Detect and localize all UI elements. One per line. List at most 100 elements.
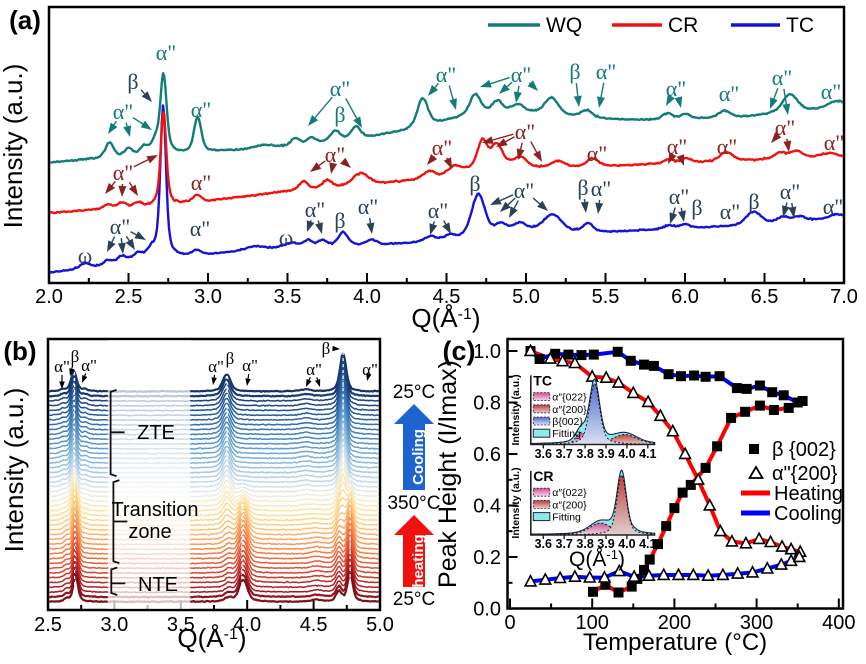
- svg-text:3.6: 3.6: [535, 447, 552, 461]
- svg-text:heating: heating: [410, 534, 427, 587]
- svg-text:α": α": [208, 357, 224, 376]
- svg-text:α": α": [780, 179, 801, 204]
- svg-text:Intensity (a.u.): Intensity (a.u.): [0, 388, 29, 553]
- svg-text:4.0: 4.0: [618, 537, 635, 551]
- svg-text:β: β: [334, 102, 345, 127]
- svg-text:β: β: [334, 208, 345, 233]
- svg-text:(c): (c): [443, 336, 476, 366]
- svg-text:β: β: [469, 171, 480, 196]
- svg-text:25°C: 25°C: [393, 589, 435, 610]
- svg-text:α": α": [191, 97, 212, 122]
- svg-text:β: β: [71, 347, 80, 366]
- svg-text:Transition: Transition: [111, 499, 198, 521]
- svg-text:α″{022}: α″{022}: [552, 392, 587, 404]
- svg-text:(a): (a): [9, 5, 41, 35]
- svg-text:300: 300: [740, 612, 773, 634]
- svg-text:α": α": [719, 81, 740, 106]
- svg-text:α": α": [667, 134, 688, 159]
- svg-text:α": α": [191, 170, 212, 195]
- svg-text:α″{022}: α″{022}: [552, 487, 587, 499]
- svg-text:Heating: Heating: [774, 483, 843, 505]
- svg-text:α″{200}: α″{200}: [552, 404, 587, 416]
- svg-text:1.0: 1.0: [473, 341, 501, 363]
- svg-text:α": α": [666, 76, 687, 101]
- svg-text:WQ: WQ: [546, 14, 582, 37]
- svg-text:Fitting: Fitting: [552, 428, 581, 440]
- svg-text:α": α": [190, 216, 211, 241]
- svg-text:4.1: 4.1: [639, 537, 656, 551]
- svg-text:7.0: 7.0: [830, 286, 858, 308]
- svg-text:α": α": [720, 199, 741, 224]
- svg-text:0.0: 0.0: [473, 599, 501, 621]
- svg-text:3.7: 3.7: [556, 537, 573, 551]
- svg-text:α": α": [775, 115, 796, 140]
- svg-text:NTE: NTE: [138, 574, 178, 596]
- svg-text:β{002}: β{002}: [552, 416, 583, 428]
- svg-text:4.5: 4.5: [433, 286, 461, 308]
- svg-text:3.9: 3.9: [597, 537, 614, 551]
- svg-text:α": α": [596, 59, 617, 84]
- svg-text:α": α": [81, 356, 97, 375]
- svg-text:3.5: 3.5: [274, 286, 302, 308]
- svg-text:4.1: 4.1: [639, 447, 656, 461]
- svg-text:4.0: 4.0: [233, 614, 261, 636]
- svg-text:α": α": [823, 194, 844, 219]
- svg-text:4.0: 4.0: [353, 286, 381, 308]
- svg-text:350°C: 350°C: [387, 493, 440, 514]
- svg-text:Intensity (a.u.): Intensity (a.u.): [510, 374, 522, 445]
- svg-text:α": α": [305, 197, 326, 222]
- svg-text:3.8: 3.8: [576, 537, 593, 551]
- svg-text:3.7: 3.7: [556, 447, 573, 461]
- svg-text:α": α": [436, 62, 457, 87]
- svg-text:Peak Height (I/Imax): Peak Height (I/Imax): [434, 360, 462, 588]
- svg-text:CR: CR: [668, 14, 698, 37]
- svg-text:α": α": [717, 134, 738, 159]
- svg-text:β: β: [569, 59, 580, 84]
- svg-text:β: β: [748, 189, 759, 214]
- svg-text:0.8: 0.8: [473, 393, 501, 415]
- svg-text:400: 400: [822, 612, 855, 634]
- svg-text:ZTE: ZTE: [137, 422, 175, 444]
- svg-text:α": α": [156, 40, 177, 65]
- svg-text:Q(Å-1): Q(Å-1): [411, 303, 480, 333]
- svg-text:β: β: [577, 175, 588, 200]
- svg-text:α": α": [515, 119, 536, 144]
- svg-text:α": α": [587, 141, 608, 166]
- svg-text:α": α": [242, 356, 258, 375]
- svg-text:(b): (b): [3, 336, 36, 366]
- svg-text:α″{200}: α″{200}: [552, 499, 587, 511]
- svg-text:2.0: 2.0: [35, 286, 63, 308]
- svg-text:2.5: 2.5: [34, 614, 62, 636]
- svg-text:β: β: [226, 349, 235, 368]
- svg-text:α": α": [358, 194, 379, 219]
- svg-text:Cooling: Cooling: [774, 503, 842, 525]
- svg-text:α": α": [591, 176, 612, 201]
- svg-text:3.5: 3.5: [167, 614, 195, 636]
- svg-text:Temperature (°C): Temperature (°C): [583, 629, 767, 656]
- svg-text:6.5: 6.5: [751, 286, 779, 308]
- svg-text:5.0: 5.0: [366, 614, 394, 636]
- svg-text:4.5: 4.5: [300, 614, 328, 636]
- svg-text:α": α": [821, 79, 842, 104]
- svg-text:α": α": [54, 357, 70, 376]
- svg-text:β: β: [127, 69, 138, 94]
- svg-text:3.9: 3.9: [597, 447, 614, 461]
- svg-text:5.5: 5.5: [592, 286, 620, 308]
- svg-text:α": α": [772, 65, 793, 90]
- svg-text:3.0: 3.0: [100, 614, 128, 636]
- svg-text:α": α": [306, 360, 322, 379]
- svg-text:zone: zone: [128, 521, 171, 543]
- svg-text:β: β: [322, 339, 331, 358]
- svg-text:α": α": [330, 76, 351, 101]
- svg-text:Cooling: Cooling: [410, 429, 427, 485]
- svg-text:ω: ω: [279, 225, 293, 250]
- svg-text:α": α": [428, 198, 449, 223]
- svg-text:25°C: 25°C: [393, 382, 435, 403]
- svg-text:0: 0: [504, 612, 515, 634]
- svg-text:2.5: 2.5: [115, 286, 143, 308]
- svg-text:β: β: [691, 195, 702, 220]
- svg-text:3.6: 3.6: [535, 537, 552, 551]
- svg-text:α": α": [511, 62, 532, 87]
- svg-text:4.0: 4.0: [618, 447, 635, 461]
- svg-text:α": α": [113, 99, 134, 124]
